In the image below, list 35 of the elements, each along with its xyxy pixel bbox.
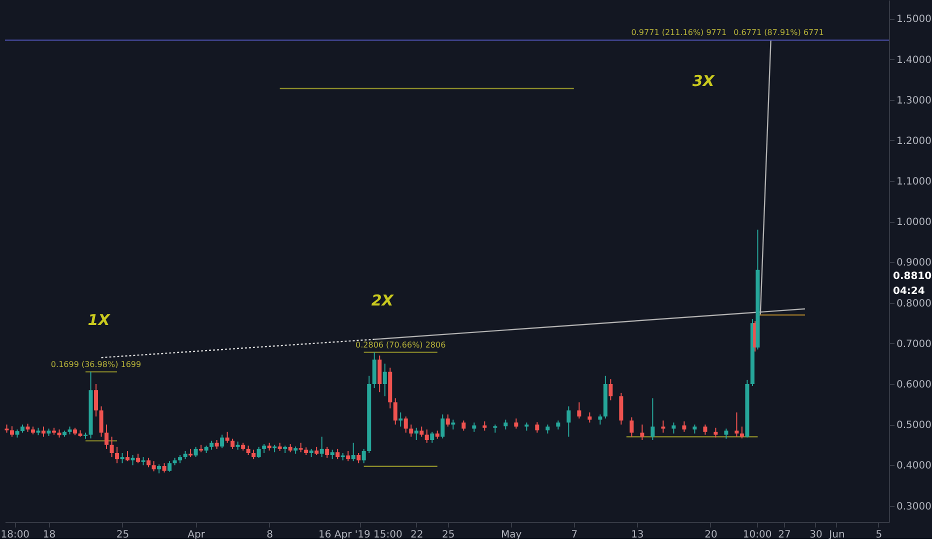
y-tick-label: 0.7000 (896, 338, 932, 350)
y-tick-label: 0.5000 (896, 420, 932, 432)
y-tick-label: 1.4000 (896, 54, 932, 66)
y-tick-label: 1.2000 (896, 136, 932, 147)
text: 0.8810 (893, 270, 932, 282)
x-tick-label: 7 (571, 530, 578, 540)
y-tick-label: 0.8000 (896, 298, 932, 310)
x-tick-label: 18 (42, 530, 56, 540)
y-tick-label: 0.3000 (896, 501, 932, 512)
x-tick-label: 25 (442, 530, 455, 540)
annotation: 3X (692, 72, 716, 90)
x-tick-label: 27 (778, 530, 791, 540)
x-tick-label: 8 (266, 530, 274, 540)
y-tick-label: 1.0000 (896, 217, 932, 228)
x-tick-label: 22 (410, 530, 424, 540)
annotation: 2X (371, 291, 395, 310)
x-tick-label: 20 (704, 530, 718, 540)
y-tick-label: 1.3000 (896, 95, 932, 106)
y-tick-label: 0.4000 (896, 460, 932, 472)
y-tick-label: 0.6000 (896, 379, 932, 390)
annotation: 0.1699 (36.98%) 1699 (50, 360, 142, 369)
x-tick-label: 5 (876, 530, 882, 540)
annotation: 1X (88, 310, 112, 329)
y-tick-label: 0.9000 (896, 258, 932, 269)
y-tick-label: 1.5000 (896, 14, 932, 26)
x-tick-label: 18:00 (0, 530, 30, 540)
x-tick-label: 25 (116, 530, 130, 540)
y-tick-label: 1.1000 (896, 176, 932, 188)
annotation: 0.6771 (87.91%) 6771 (734, 28, 824, 38)
x-tick-label: 30 (810, 530, 822, 540)
text: 04:24 (893, 286, 925, 297)
annotation: 0.2806 (70.66%) 2806 (356, 340, 446, 350)
x-tick-label: 10:00 (742, 530, 772, 540)
x-tick-label: 13 (631, 530, 644, 540)
annotation: 0.9771 (211.16%) 9771 (631, 28, 727, 38)
